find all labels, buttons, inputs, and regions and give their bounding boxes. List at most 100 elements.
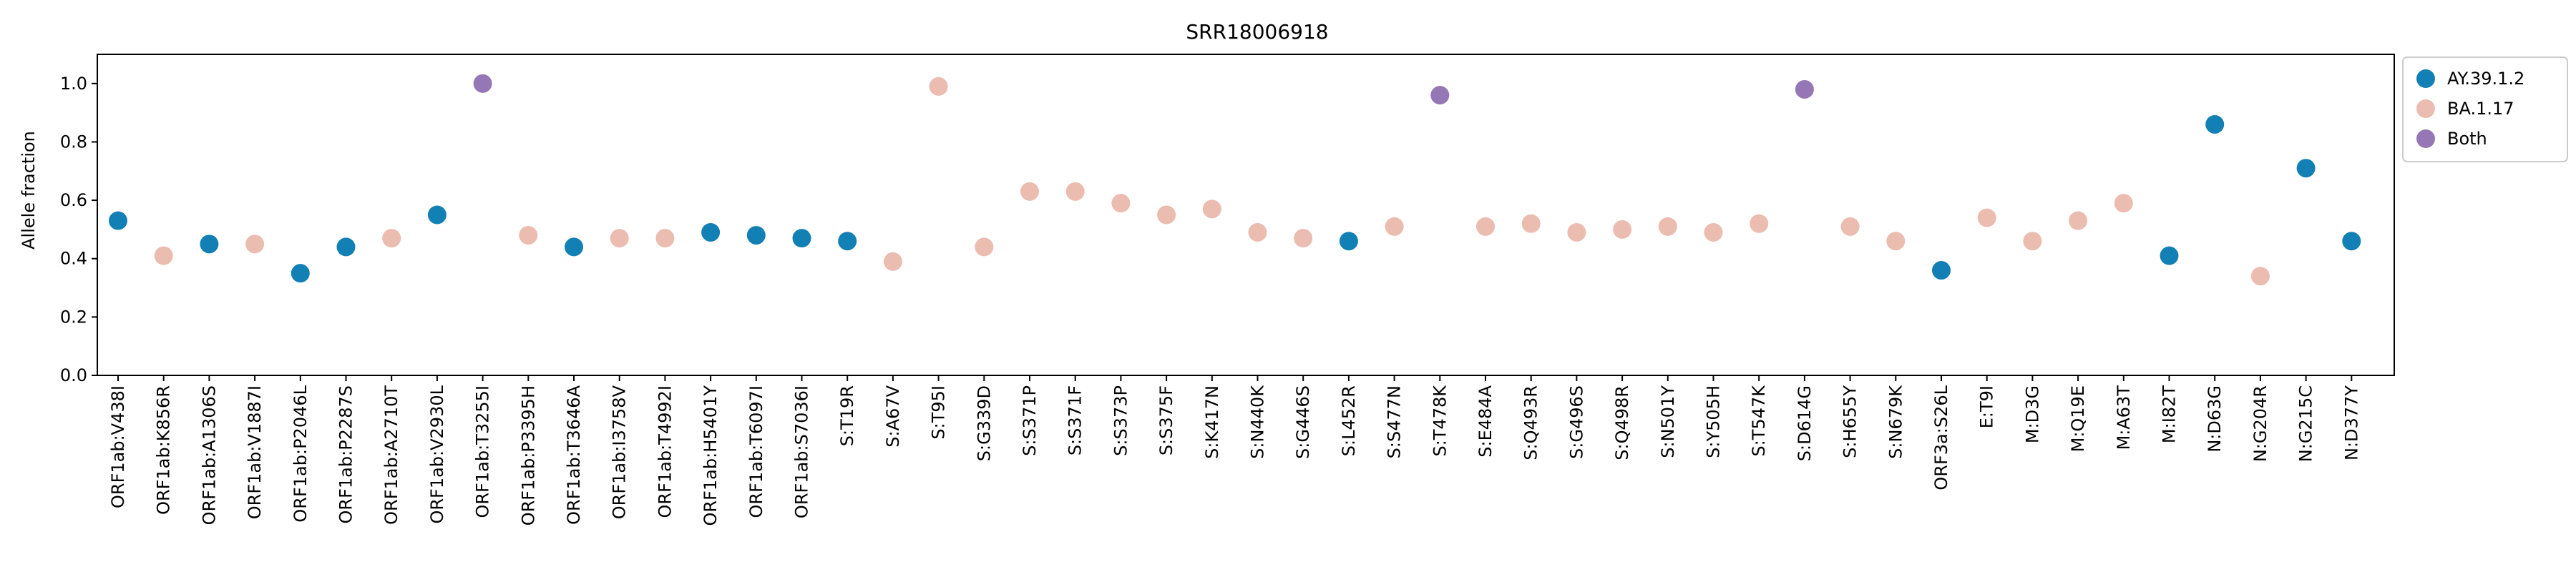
- x-tick-label: N:D377Y: [2341, 385, 2361, 460]
- x-tick-label: S:S371P: [1020, 385, 1040, 456]
- x-tick-label: S:S477N: [1385, 385, 1405, 458]
- x-tick-label: ORF1ab:P3395H: [518, 385, 538, 526]
- data-point: [336, 237, 356, 257]
- legend-marker: [2416, 129, 2435, 148]
- y-tick-label: 1.0: [60, 74, 87, 94]
- data-point: [1658, 217, 1677, 236]
- x-tick-label: ORF3a:S26L: [1931, 385, 1951, 490]
- data-point: [109, 211, 127, 230]
- x-tick-label: M:Q19E: [2068, 385, 2088, 452]
- data-point: [655, 229, 675, 248]
- data-point: [1294, 229, 1313, 248]
- x-tick-label: S:T95I: [929, 385, 949, 440]
- data-point: [154, 246, 173, 265]
- x-tick-label: S:A67V: [883, 385, 903, 447]
- data-point: [473, 74, 492, 93]
- data-point: [2342, 232, 2361, 251]
- data-point: [2205, 114, 2225, 134]
- x-tick-label: ORF1ab:A2710T: [381, 385, 401, 525]
- data-point: [427, 205, 447, 225]
- x-tick-label: S:S375F: [1156, 385, 1176, 455]
- x-tick-label: ORF1ab:H5401Y: [701, 385, 721, 526]
- data-point: [382, 229, 401, 248]
- data-point: [883, 252, 902, 271]
- data-point: [1704, 222, 1723, 242]
- x-tick-label: S:T478K: [1430, 385, 1450, 457]
- x-tick-label: N:G215C: [2296, 385, 2316, 462]
- data-point: [1339, 232, 1358, 251]
- data-point: [1248, 222, 1267, 242]
- data-point: [1065, 182, 1085, 201]
- plot-frame: [97, 54, 2395, 376]
- data-point: [245, 235, 265, 254]
- x-tick-label: N:G204R: [2250, 385, 2270, 462]
- y-tick-label: 0.8: [60, 132, 87, 152]
- data-point: [1567, 222, 1586, 242]
- y-axis-ticks: 0.0 0.2 0.4 0.6 0.8 1.0: [60, 74, 97, 385]
- x-tick-label: S:S371F: [1065, 385, 1085, 455]
- data-point: [1932, 261, 1951, 280]
- data-point: [2023, 232, 2042, 251]
- data-point: [1977, 208, 1996, 227]
- x-tick-label: ORF1ab:K856R: [154, 385, 174, 515]
- data-point: [565, 237, 583, 257]
- x-tick-label: S:H655Y: [1840, 385, 1860, 458]
- x-tick-label: S:Q493R: [1521, 385, 1541, 460]
- x-tick-label: ORF1ab:V1887I: [245, 385, 265, 519]
- data-point: [746, 226, 766, 245]
- data-point: [1476, 217, 1495, 236]
- y-tick-label: 0.4: [60, 249, 87, 269]
- x-tick-label: ORF1ab:T3255I: [473, 385, 493, 518]
- x-tick-label: E:T9I: [1977, 385, 1997, 428]
- data-point: [1521, 214, 1541, 233]
- x-tick-label: S:G446S: [1293, 385, 1313, 459]
- x-tick-label: S:T547K: [1749, 385, 1769, 457]
- data-point: [519, 226, 538, 245]
- data-point: [975, 237, 994, 257]
- x-tick-label: ORF1ab:P2046L: [291, 385, 311, 522]
- x-tick-label: S:E484A: [1475, 385, 1496, 457]
- data-point: [1111, 194, 1131, 213]
- x-tick-label: S:G339D: [974, 385, 994, 461]
- data-point: [929, 77, 948, 96]
- y-tick-label: 0.0: [60, 365, 87, 385]
- data-point: [2250, 267, 2270, 286]
- x-axis-ticks: ORF1ab:V438I ORF1ab:K856R ORF1ab:A1306S ORF…: [108, 375, 2361, 526]
- data-point: [1886, 232, 1906, 251]
- x-tick-label: S:K417N: [1202, 385, 1222, 459]
- x-tick-label: S:N501Y: [1658, 385, 1678, 458]
- data-point: [701, 222, 721, 242]
- data-point: [1840, 217, 1860, 236]
- x-tick-label: S:D614G: [1795, 385, 1815, 461]
- legend-box: [2402, 56, 2568, 162]
- x-tick-label: ORF1ab:A1306S: [199, 385, 219, 525]
- x-tick-label: N:D63G: [2205, 385, 2225, 453]
- x-tick-label: ORF1ab:I3758V: [610, 385, 630, 519]
- legend: AY.39.1.2 BA.1.17 Both: [2402, 56, 2568, 162]
- data-point: [838, 232, 857, 251]
- x-tick-label: M:I82T: [2160, 385, 2180, 443]
- x-tick-label: S:N679K: [1885, 385, 1906, 459]
- chart-title: SRR18006918: [1186, 20, 1328, 44]
- y-axis-label: Allele fraction: [19, 131, 39, 250]
- x-tick-label: S:Q498R: [1612, 385, 1632, 460]
- data-point: [1750, 214, 1769, 233]
- x-tick-label: ORF1ab:T3646A: [564, 385, 584, 524]
- x-tick-label: S:Y505H: [1704, 385, 1724, 458]
- data-point: [1613, 220, 1632, 239]
- y-tick-label: 0.2: [60, 307, 87, 327]
- x-tick-label: S:S373P: [1111, 385, 1131, 456]
- data-point: [2069, 211, 2088, 230]
- x-tick-label: S:N440K: [1248, 385, 1268, 459]
- legend-label: AY.39.1.2: [2447, 69, 2524, 89]
- data-point: [792, 229, 811, 248]
- x-tick-label: M:A63T: [2114, 385, 2134, 450]
- x-tick-label: S:G496S: [1566, 385, 1586, 459]
- x-tick-label: S:L452R: [1339, 385, 1359, 456]
- data-point: [1385, 217, 1404, 236]
- x-tick-label: ORF1ab:T6097I: [746, 385, 766, 518]
- x-tick-label: ORF1ab:S7036I: [792, 385, 812, 518]
- data-point: [200, 235, 219, 254]
- data-point: [2296, 159, 2316, 178]
